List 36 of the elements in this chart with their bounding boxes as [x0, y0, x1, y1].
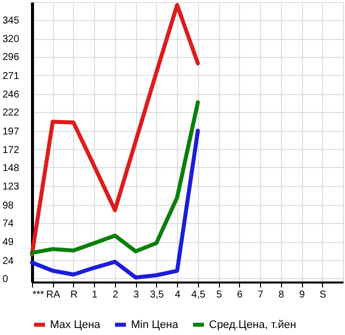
x-tick-label: S	[319, 290, 326, 300]
x-tick-label: 3,5	[150, 290, 164, 300]
y-tick-label: 0	[2, 274, 8, 285]
line-series	[30, 2, 200, 256]
y-tick-label: 197	[2, 126, 20, 138]
y-tick-label: 246	[2, 90, 20, 101]
legend-label: Min Цена	[131, 318, 180, 331]
y-tick-label: 49	[2, 237, 14, 248]
x-tick-label: 8	[278, 290, 285, 300]
y-tick-label: 74	[2, 218, 14, 230]
x-tick-label: 3	[133, 290, 140, 300]
y-tick-label: 24	[2, 256, 14, 267]
x-tick-label: 7	[258, 290, 264, 300]
x-tick-label: 5	[216, 290, 222, 300]
x-tick-label: 1	[92, 290, 98, 300]
y-tick-label: 296	[2, 52, 20, 64]
x-tick-label: 4,5	[191, 290, 206, 300]
x-tick-label: 9	[299, 290, 306, 300]
y-tick-label: 320	[2, 34, 20, 46]
line-series	[30, 128, 200, 280]
x-tick-label: 2	[112, 290, 119, 300]
legend-label: Сред.Цена, т.йен	[209, 318, 296, 331]
x-tick-label: R	[70, 290, 78, 300]
y-tick-label: 222	[2, 108, 20, 119]
x-tick-label: 6	[237, 290, 244, 300]
y-tick-label: 271	[2, 70, 20, 82]
x-tick-label: RA	[46, 290, 60, 300]
y-tick-label: 172	[2, 144, 20, 156]
x-tick-label: ***	[32, 290, 44, 300]
legend-label: Max Цена	[50, 318, 102, 331]
line-series	[30, 100, 200, 255]
y-tick-label: 98	[2, 200, 14, 212]
y-tick-label: 123	[2, 182, 20, 193]
x-tick-label: 4	[174, 290, 181, 300]
y-tick-label: 148	[2, 162, 20, 174]
y-tick-label: 345	[2, 15, 20, 26]
